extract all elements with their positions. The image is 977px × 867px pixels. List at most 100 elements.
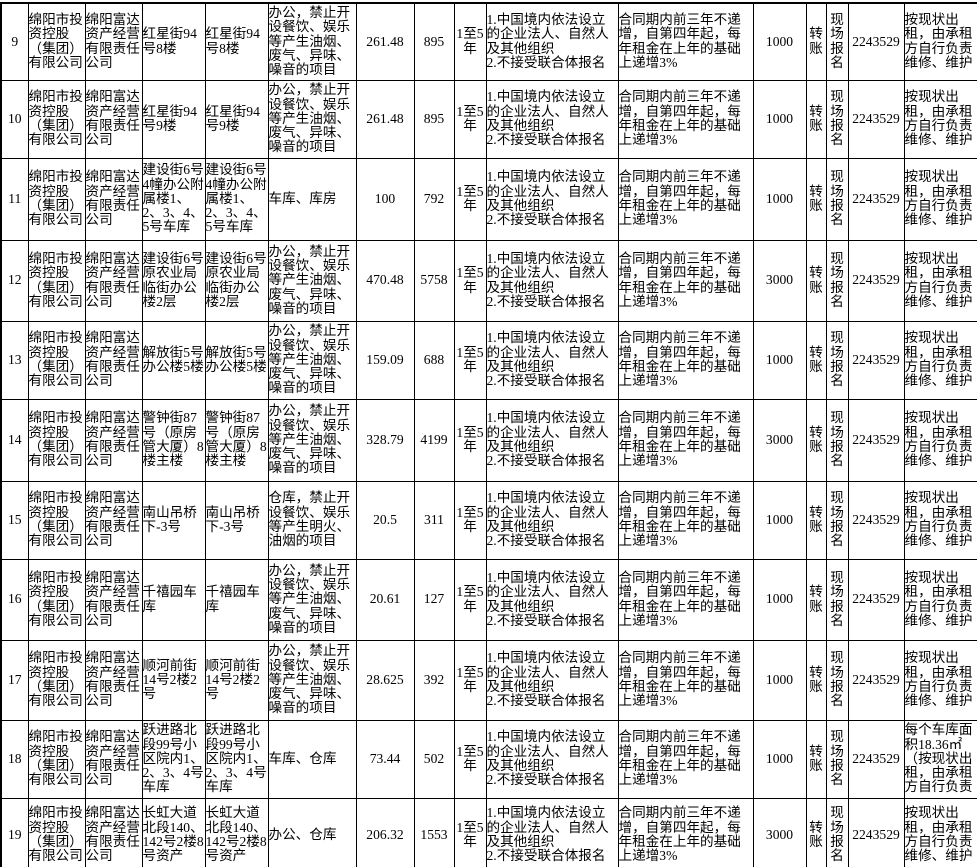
cell-phone-number: 2243529 [847,639,905,721]
cell-owner-company: 绵阳市投资控股（集团）有限公司 [27,558,86,641]
cell-payment-method: 转账 [805,797,827,867]
cell-area: 159.09 [355,320,415,400]
cell-note: 按现状出租，由承租方自行负责维修、维护 [903,480,977,560]
cell-asset-location: 解放街5号办公楼5楼 [204,320,269,400]
cell-owner-company: 绵阳市投资控股（集团）有限公司 [27,639,86,721]
cell-phone-number: 2243529 [847,239,905,322]
cell-registration-method: 现场报名 [825,320,849,400]
cell-usage-restriction: 办公、仓库 [267,797,357,867]
cell-area: 28.625 [355,639,415,721]
cell-deposit: 1000 [752,320,807,400]
cell-qualification: 1.中国境内依法设立的企业法人、自然人及其他组织 2.不接受联合体报名 [485,2,619,81]
cell-registration-method: 现场报名 [825,239,849,322]
cell-rent-price: 895 [413,79,455,159]
cell-owner-company: 绵阳市投资控股（集团）有限公司 [27,239,86,322]
cell-asset-location: 红星街94号9楼 [204,79,269,159]
cell-rent-price: 4199 [413,398,455,482]
cell-owner-company: 绵阳市投资控股（集团）有限公司 [27,398,86,482]
cell-area: 470.48 [355,239,415,322]
cell-qualification: 1.中国境内依法设立的企业法人、自然人及其他组织 2.不接受联合体报名 [485,157,619,241]
cell-row-number: 14 [0,398,29,482]
cell-registration-method: 现场报名 [825,797,849,867]
cell-usage-restriction: 办公，禁止开设餐饮、娱乐等产生油烟、废气、异味、噪音的项目 [267,239,357,322]
cell-rent-price: 1553 [413,797,455,867]
cell-row-number: 11 [0,157,29,241]
cell-qualification: 1.中国境内依法设立的企业法人、自然人及其他组织 2.不接受联合体报名 [485,320,619,400]
cell-note: 按现状出租，由承租方自行负责维修、维护 [903,398,977,482]
cell-payment-method: 转账 [805,480,827,560]
cell-asset-name: 红星街94号8楼 [141,2,206,81]
cell-lease-term: 1至5年 [453,797,487,867]
cell-rent-increase-terms: 合同期内前三年不递增，自第四年起，每年租金在上年的基础上递增3% [617,797,754,867]
cell-qualification: 1.中国境内依法设立的企业法人、自然人及其他组织 2.不接受联合体报名 [485,558,619,641]
cell-usage-restriction: 车库、仓库 [267,719,357,799]
cell-lease-term: 1至5年 [453,480,487,560]
cell-asset-name: 顺河前街14号2楼2号 [141,639,206,721]
cell-deposit: 3000 [752,797,807,867]
cell-note: 按现状出租，由承租方自行负责维修、维护 [903,79,977,159]
cell-operator-company: 绵阳富达资产经营有限责任公司 [84,719,143,799]
cell-rent-price: 311 [413,480,455,560]
cell-payment-method: 转账 [805,398,827,482]
cell-registration-method: 现场报名 [825,558,849,641]
cell-asset-location: 警钟街87号（原房管大厦）8楼主楼 [204,398,269,482]
table-row: 16 绵阳市投资控股（集团）有限公司 绵阳富达资产经营有限责任公司 千禧园车库 … [0,558,977,641]
cell-phone-number: 2243529 [847,558,905,641]
cell-qualification: 1.中国境内依法设立的企业法人、自然人及其他组织 2.不接受联合体报名 [485,79,619,159]
cell-rent-increase-terms: 合同期内前三年不递增，自第四年起，每年租金在上年的基础上递增3% [617,480,754,560]
cell-row-number: 13 [0,320,29,400]
cell-operator-company: 绵阳富达资产经营有限责任公司 [84,558,143,641]
cell-asset-location: 千禧园车库 [204,558,269,641]
cell-owner-company: 绵阳市投资控股（集团）有限公司 [27,2,86,81]
cell-row-number: 16 [0,558,29,641]
cell-operator-company: 绵阳富达资产经营有限责任公司 [84,239,143,322]
cell-deposit: 1000 [752,719,807,799]
cell-phone-number: 2243529 [847,797,905,867]
cell-lease-term: 1至5年 [453,719,487,799]
cell-phone-number: 2243529 [847,320,905,400]
cell-asset-location: 建设街6号4幢办公附属楼1、2、3、4、5号车库 [204,157,269,241]
cell-note: 按现状出租，由承租方自行负责维修、维护 [903,558,977,641]
cell-owner-company: 绵阳市投资控股（集团）有限公司 [27,719,86,799]
cell-rent-price: 5758 [413,239,455,322]
cell-registration-method: 现场报名 [825,480,849,560]
cell-payment-method: 转账 [805,157,827,241]
cell-operator-company: 绵阳富达资产经营有限责任公司 [84,157,143,241]
cell-rent-increase-terms: 合同期内前三年不递增，自第四年起，每年租金在上年的基础上递增3% [617,639,754,721]
cell-payment-method: 转账 [805,558,827,641]
table-row: 18 绵阳市投资控股（集团）有限公司 绵阳富达资产经营有限责任公司 跃进路北段9… [0,719,977,799]
cell-rent-price: 392 [413,639,455,721]
cell-lease-term: 1至5年 [453,2,487,81]
cell-phone-number: 2243529 [847,2,905,81]
cell-asset-name: 红星街94号9楼 [141,79,206,159]
cell-owner-company: 绵阳市投资控股（集团）有限公司 [27,797,86,867]
cell-note: 按现状出租，由承租方自行负责维修、维护 [903,320,977,400]
cell-rent-price: 502 [413,719,455,799]
cell-row-number: 19 [0,797,29,867]
cell-operator-company: 绵阳富达资产经营有限责任公司 [84,797,143,867]
cell-qualification: 1.中国境内依法设立的企业法人、自然人及其他组织 2.不接受联合体报名 [485,719,619,799]
cell-deposit: 1000 [752,157,807,241]
cell-rent-increase-terms: 合同期内前三年不递增，自第四年起，每年租金在上年的基础上递增3% [617,157,754,241]
cell-phone-number: 2243529 [847,480,905,560]
cell-operator-company: 绵阳富达资产经营有限责任公司 [84,2,143,81]
cell-asset-name: 建设街6号4幢办公附属楼1、2、3、4、5号车库 [141,157,206,241]
cell-note: 每个车库面积18.36㎡（按现状出租，由承租方自行负责 [903,719,977,799]
cell-asset-name: 警钟街87号（原房管大厦）8楼主楼 [141,398,206,482]
cell-rent-increase-terms: 合同期内前三年不递增，自第四年起，每年租金在上年的基础上递增3% [617,719,754,799]
cell-asset-name: 解放街5号办公楼5楼 [141,320,206,400]
cell-registration-method: 现场报名 [825,2,849,81]
cell-rent-price: 895 [413,2,455,81]
cell-qualification: 1.中国境内依法设立的企业法人、自然人及其他组织 2.不接受联合体报名 [485,480,619,560]
cell-phone-number: 2243529 [847,719,905,799]
cell-asset-location: 顺河前街14号2楼2号 [204,639,269,721]
cell-row-number: 15 [0,480,29,560]
cell-usage-restriction: 办公，禁止开设餐饮、娱乐等产生油烟、废气、异味、噪音的项目 [267,79,357,159]
table-row: 9 绵阳市投资控股（集团）有限公司 绵阳富达资产经营有限责任公司 红星街94号8… [0,2,977,81]
cell-payment-method: 转账 [805,239,827,322]
cell-usage-restriction: 办公，禁止开设餐饮、娱乐等产生油烟、废气、异味、噪音的项目 [267,558,357,641]
cell-area: 261.48 [355,79,415,159]
cell-row-number: 9 [0,2,29,81]
cell-area: 261.48 [355,2,415,81]
cell-phone-number: 2243529 [847,157,905,241]
